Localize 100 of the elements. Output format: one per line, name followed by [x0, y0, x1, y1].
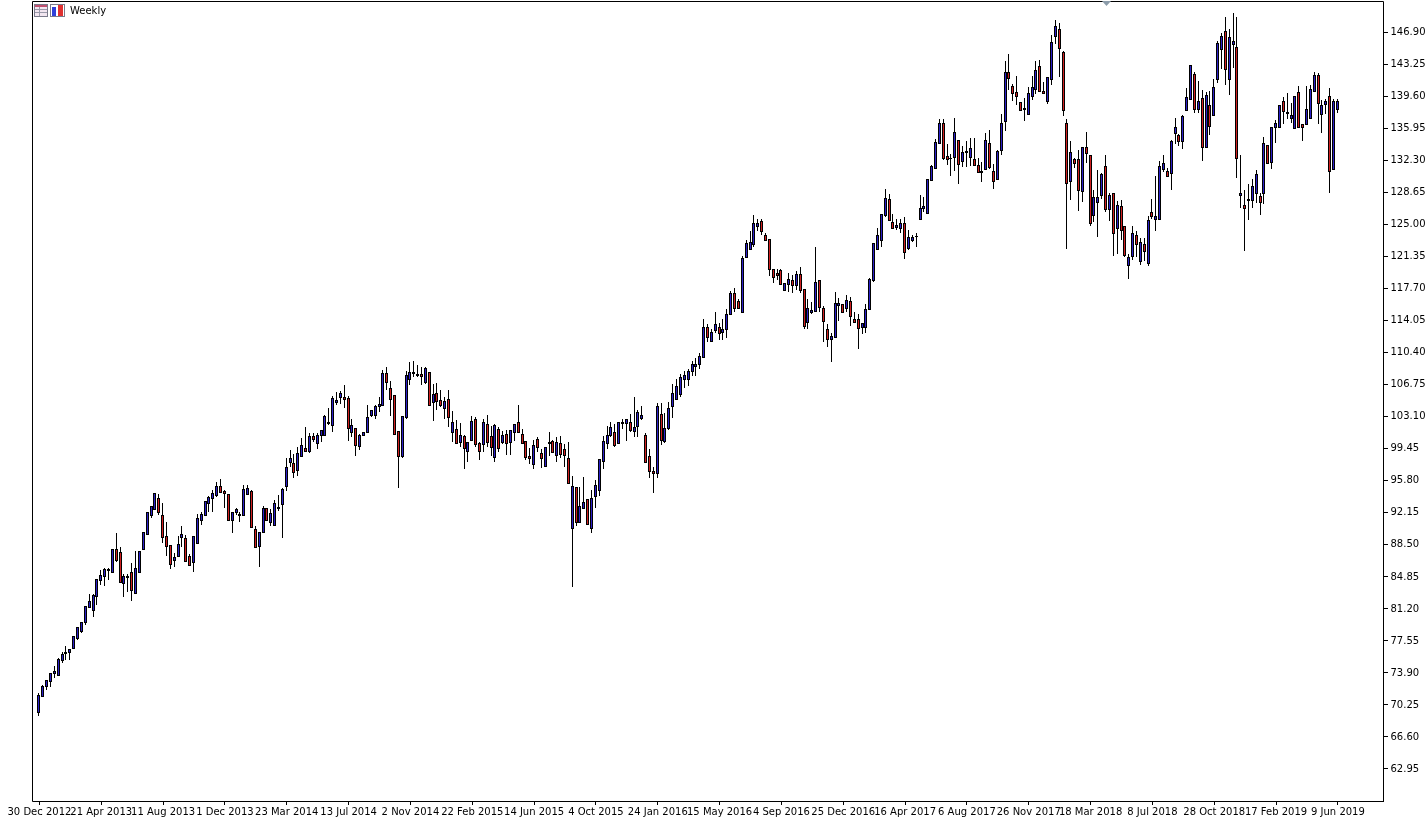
x-tick-label: 28 Oct 2018 — [1183, 805, 1246, 817]
y-tick-label: 84.85 — [1390, 570, 1420, 582]
candlestick — [450, 410, 454, 443]
candlestick — [1247, 183, 1251, 221]
candlestick — [304, 426, 308, 453]
y-tick-label: 95.80 — [1390, 474, 1420, 486]
y-tick-label: 103.10 — [1390, 410, 1426, 422]
candlestick — [1138, 237, 1142, 266]
candlestick — [157, 493, 161, 516]
candlestick — [110, 548, 114, 573]
candlestick — [821, 305, 825, 343]
candlestick — [443, 396, 447, 420]
candlestick — [791, 274, 795, 294]
x-tick-label: 9 Jun 2019 — [1311, 805, 1365, 817]
candlestick — [632, 396, 636, 438]
candlestick — [211, 489, 215, 513]
candlestick — [694, 357, 698, 377]
x-tick-label: 11 Aug 2013 — [131, 805, 196, 817]
candlestick — [284, 457, 288, 492]
candlestick — [617, 422, 621, 444]
candlestick — [307, 432, 311, 454]
candlestick — [505, 429, 509, 456]
x-tick-label: 1 Dec 2013 — [196, 805, 254, 817]
candlestick — [964, 140, 968, 168]
y-tick-label: 110.40 — [1390, 346, 1426, 358]
candlestick — [532, 439, 536, 470]
candlestick — [968, 137, 972, 167]
candlestick — [273, 499, 277, 527]
x-tick-label: 4 Sep 2016 — [752, 805, 810, 817]
candlestick — [1134, 230, 1138, 258]
candlestick — [887, 193, 891, 221]
candlestick — [64, 645, 68, 661]
x-tick-label: 2 Nov 2014 — [381, 805, 440, 817]
y-tick-label: 70.25 — [1390, 698, 1420, 710]
x-tick-label: 22 Feb 2015 — [441, 805, 504, 817]
candlestick — [296, 446, 300, 477]
candlestick — [447, 389, 451, 428]
y-tick-label: 135.95 — [1390, 122, 1426, 134]
candlestick — [481, 418, 485, 453]
y-tick-label: 114.05 — [1390, 314, 1426, 326]
y-tick-label: 81.20 — [1390, 602, 1420, 614]
candlestick — [126, 573, 130, 593]
candlestick — [130, 562, 134, 602]
candlestick — [539, 448, 543, 469]
x-tick-label: 26 Nov 2017 — [996, 805, 1061, 817]
candlestick — [794, 270, 798, 291]
y-tick-label: 132.30 — [1390, 154, 1426, 166]
x-tick-label: 4 Oct 2015 — [568, 805, 624, 817]
x-tick-label: 13 Jul 2014 — [320, 805, 377, 817]
y-tick-label: 139.60 — [1390, 90, 1426, 102]
y-tick-label: 62.95 — [1390, 762, 1420, 774]
candlestick — [825, 323, 829, 348]
y-tick-label: 99.45 — [1390, 442, 1420, 454]
candlestick — [613, 423, 617, 448]
x-tick-label: 16 Apr 2017 — [874, 805, 937, 817]
x-tick-label: 14 Jun 2015 — [504, 805, 565, 817]
x-tick-label: 8 Jul 2018 — [1127, 805, 1178, 817]
y-tick-label: 146.90 — [1390, 26, 1426, 38]
candlestick — [365, 404, 369, 434]
y-tick-label: 128.65 — [1390, 186, 1426, 198]
candlestick — [895, 218, 899, 231]
candlestick — [1053, 19, 1057, 45]
y-tick-label: 106.75 — [1390, 378, 1426, 390]
chart-title: Weekly — [70, 5, 107, 16]
y-tick-label: 117.70 — [1390, 282, 1426, 294]
x-tick-label: 15 May 2016 — [686, 805, 753, 817]
candlestick — [559, 435, 563, 459]
x-tick-label: 25 Dec 2016 — [811, 805, 876, 817]
candlestick — [1015, 75, 1019, 106]
x-tick-label: 23 Mar 2014 — [255, 805, 319, 817]
y-tick-label: 121.35 — [1390, 250, 1426, 262]
candlestick — [578, 486, 582, 523]
candlestick — [678, 373, 682, 398]
candlestick — [918, 194, 922, 220]
y-tick-label: 73.90 — [1390, 666, 1420, 678]
x-tick-label: 6 Aug 2017 — [938, 805, 996, 817]
y-tick-label: 92.15 — [1390, 506, 1420, 518]
candlestick — [787, 272, 791, 293]
y-tick-label: 77.55 — [1390, 634, 1420, 646]
x-tick-label: 17 Feb 2019 — [1244, 805, 1308, 817]
candlestick — [1281, 96, 1285, 125]
y-tick-label: 88.50 — [1390, 538, 1420, 550]
y-tick-label: 66.60 — [1390, 730, 1420, 742]
candlestick — [1096, 169, 1100, 238]
candlestick — [775, 268, 779, 281]
candlestick — [988, 129, 992, 170]
x-tick-label: 24 Jan 2016 — [627, 805, 688, 817]
y-tick-label: 143.25 — [1390, 58, 1426, 70]
candlestick — [752, 214, 756, 248]
candlestick — [1250, 178, 1254, 209]
candlestick — [1285, 92, 1289, 120]
candlestick — [516, 404, 520, 434]
candlestick — [1243, 189, 1247, 252]
candlestick — [161, 502, 165, 544]
candlestick — [856, 313, 860, 350]
candlestick — [555, 436, 559, 463]
x-tick-label: 21 Apr 2013 — [70, 805, 133, 817]
candlestick — [454, 419, 458, 444]
candlestick — [563, 443, 567, 468]
x-tick-label: 30 Dec 2012 — [7, 805, 72, 817]
